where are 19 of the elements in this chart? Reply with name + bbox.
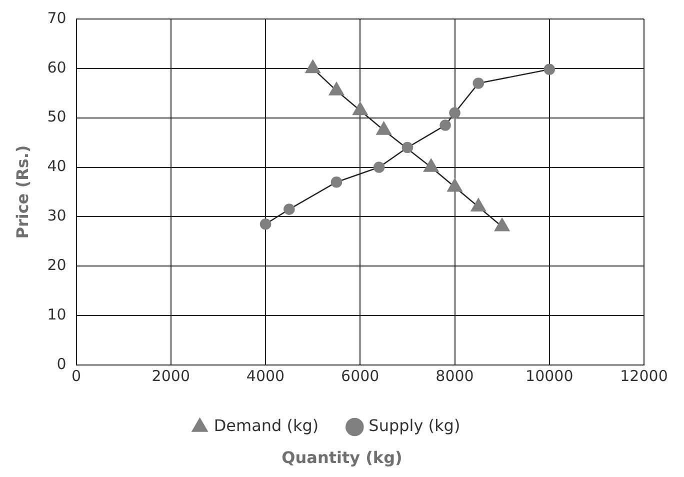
x-tick-label: 10000 <box>526 366 574 385</box>
y-tick-label: 50 <box>47 108 66 126</box>
y-tick-label: 40 <box>47 157 66 176</box>
x-tick-label: 6000 <box>341 366 380 385</box>
x-tick-label: 12000 <box>620 366 668 385</box>
y-tick-label: 10 <box>47 305 66 324</box>
y-tick-label: 20 <box>47 256 66 274</box>
y-tick-label: 70 <box>47 8 66 27</box>
x-axis-title: Quantity (kg) <box>280 448 404 467</box>
y-tick-label: 0 <box>56 354 66 373</box>
y-axis-title: Price (Rs.) <box>12 145 32 239</box>
x-tick-label: 8000 <box>436 366 474 385</box>
y-tick-label: 60 <box>47 58 66 76</box>
legend-label: Demand (kg) <box>214 416 319 436</box>
legend-label: Supply (kg) <box>368 416 460 436</box>
x-tick-label: 0 <box>72 366 82 385</box>
y-tick-label: 30 <box>47 206 66 225</box>
x-tick-label: 2000 <box>152 366 190 385</box>
x-tick-label: 4000 <box>246 366 285 385</box>
